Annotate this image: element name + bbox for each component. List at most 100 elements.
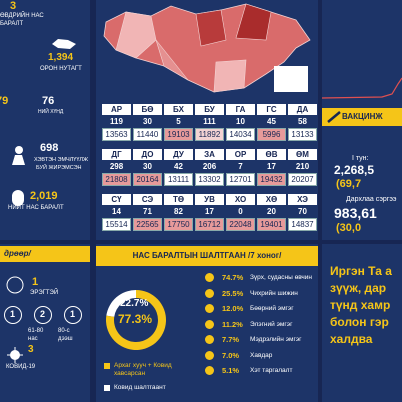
province-cases: 5 <box>176 117 181 126</box>
province-cases: 119 <box>110 117 123 126</box>
age-label: 61-80 <box>28 328 44 334</box>
death-icon <box>12 190 24 206</box>
cause-icon <box>205 366 214 375</box>
cause-label: Хэт таргалалт <box>250 367 293 374</box>
stat-value: 76 <box>42 95 55 107</box>
age-circle <box>64 306 82 324</box>
province-code: ӨМ <box>288 149 317 160</box>
province-cases: 70 <box>298 207 307 216</box>
province-population: 20207 <box>288 173 317 186</box>
province-code: ДО <box>133 149 162 160</box>
province-cases: 17 <box>205 207 214 216</box>
cause-icon <box>205 319 214 329</box>
province-population: 12701 <box>226 173 255 186</box>
donut-chart <box>106 290 166 350</box>
province-cases: 111 <box>203 117 216 126</box>
province-code: ӨВ <box>257 149 286 160</box>
covid-label: КОВИД-19 <box>6 364 36 370</box>
province-code: СЭ <box>133 194 162 205</box>
province-population: 13111 <box>164 173 193 186</box>
province-population: 19401 <box>257 218 286 231</box>
province-code: ДУ <box>164 149 193 160</box>
flag-icon <box>52 39 76 49</box>
cause-icon <box>205 350 214 360</box>
province-code: ЗА <box>195 149 224 160</box>
province-population: 13133 <box>288 128 317 141</box>
covid-value: 3 <box>28 344 34 355</box>
province-cases: 42 <box>174 162 183 171</box>
province-population: 22565 <box>133 218 162 231</box>
province-code: ДА <box>288 104 317 115</box>
legend-label: Архаг хууч + Ковид <box>114 362 172 369</box>
stat-value: 79 <box>0 95 9 107</box>
stat-label: ХЭВТЭН ЭМЧЛҮҮЛЖ <box>34 157 89 163</box>
booster-pct: (30,0 <box>336 222 362 234</box>
cause-icon <box>205 304 214 313</box>
stat-label: НИЙ ХҮНД <box>38 109 64 115</box>
cause-percent: 25.5% <box>222 288 244 298</box>
stat-value: 2,019 <box>30 190 58 202</box>
province-code: ГС <box>257 104 286 115</box>
dose1-pct: (69,7 <box>336 178 362 190</box>
cause-percent: 5.1% <box>222 366 240 375</box>
causes-header: НАС БАРАЛТЫН ШАЛТГААН /7 хоног/ <box>96 246 318 266</box>
legend-label: Ковид шалтгаант <box>114 384 166 391</box>
province-code: БУ <box>195 104 224 115</box>
province-code: ХО <box>226 194 255 205</box>
stat-value: 1,394 <box>48 52 74 63</box>
province-cases: 14 <box>112 207 121 216</box>
province-cases: 71 <box>143 207 152 216</box>
age-value: 1 <box>10 309 16 319</box>
province-code: ХЭ <box>288 194 317 205</box>
trend-chart <box>322 77 402 99</box>
virus-icon <box>7 347 23 363</box>
province-population: 21808 <box>102 173 131 186</box>
province-cases: 7 <box>238 162 243 171</box>
province-population: 22048 <box>226 218 255 231</box>
stat-value: 698 <box>40 142 59 154</box>
male-value: 1 <box>32 276 39 288</box>
province-cases: 17 <box>267 162 276 171</box>
cause-label: Мэдрэлийн эмгэг <box>250 336 302 343</box>
stat-label: НИЙТ НАС БАРАЛТ <box>8 205 64 211</box>
age-label: дээш <box>58 336 73 342</box>
province-population: 17750 <box>164 218 193 231</box>
province-code: СҮ <box>102 194 131 205</box>
province-population: 11440 <box>133 128 162 141</box>
booster-value: 983,61 <box>334 205 377 221</box>
province-cases: 210 <box>295 162 310 171</box>
dose1-value: 2,268,5 <box>334 163 375 177</box>
cause-percent: 74.7% <box>222 273 244 282</box>
message-line: Иргэн Та а <box>330 264 392 278</box>
province-population: 20164 <box>133 173 162 186</box>
province-population: 13302 <box>195 173 224 186</box>
province-code: ДГ <box>102 149 131 160</box>
booster-label: Дархлаа сэргээ <box>346 196 397 203</box>
cause-label: Бөөрний эмгэг <box>250 305 294 312</box>
legend-label: хавсарсан <box>114 370 146 377</box>
province-code: УВ <box>195 194 224 205</box>
cause-label: Чихрийн шижин <box>250 289 298 297</box>
age-label: 80-с <box>58 328 70 334</box>
province-cases: 30 <box>143 162 152 171</box>
cause-percent: 7.0% <box>222 350 240 360</box>
cause-icon <box>205 273 214 282</box>
province-code: ГА <box>226 104 255 115</box>
province-population: 15514 <box>102 218 131 231</box>
age-label: нас <box>28 336 38 342</box>
donut-label: 22.7% <box>120 298 149 309</box>
province-population: 19103 <box>164 128 193 141</box>
age-value: 2 <box>40 309 46 319</box>
province-cases: 58 <box>298 117 307 126</box>
age-value: 1 <box>70 309 76 319</box>
donut-label: 77.3% <box>118 312 153 326</box>
cause-icon <box>205 335 214 344</box>
message-line: халдва <box>330 332 373 346</box>
age-circle <box>4 306 22 324</box>
cause-label: Зүрх, судасны өвчин <box>250 274 312 281</box>
province-code: АР <box>102 104 131 115</box>
province-code: БХ <box>164 104 193 115</box>
syringe-icon <box>327 111 341 123</box>
cause-icon <box>205 288 214 298</box>
province-code: ТӨ <box>164 194 193 205</box>
